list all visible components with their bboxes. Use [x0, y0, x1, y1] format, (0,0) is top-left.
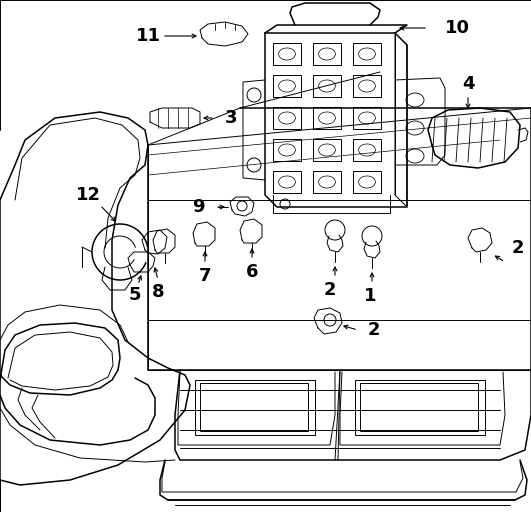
Text: 8: 8	[152, 283, 164, 301]
Bar	[313, 171, 341, 193]
Bar	[313, 43, 341, 65]
Text: 6: 6	[246, 263, 258, 281]
Text: 5: 5	[129, 286, 141, 304]
Bar	[313, 107, 341, 129]
Bar	[195, 380, 315, 435]
Text: 2: 2	[368, 321, 381, 339]
Text: 2: 2	[512, 239, 525, 257]
Bar	[273, 139, 301, 161]
Text: 7: 7	[199, 267, 211, 285]
Text: 2: 2	[324, 281, 336, 299]
Text: 4: 4	[462, 75, 474, 93]
Bar	[313, 139, 341, 161]
Bar	[353, 107, 381, 129]
Text: 12: 12	[75, 186, 100, 204]
Text: 3: 3	[225, 109, 237, 127]
Bar	[353, 43, 381, 65]
Bar	[360, 383, 478, 431]
Text: 10: 10	[445, 19, 470, 37]
Bar	[273, 75, 301, 97]
Bar	[273, 171, 301, 193]
Bar	[200, 383, 308, 431]
Bar	[313, 75, 341, 97]
Text: 9: 9	[193, 198, 205, 216]
Bar	[355, 380, 485, 435]
Text: 1: 1	[364, 287, 376, 305]
Bar	[353, 75, 381, 97]
Bar	[353, 171, 381, 193]
Text: 11: 11	[135, 27, 160, 45]
Bar	[273, 43, 301, 65]
Bar	[353, 139, 381, 161]
Bar	[273, 107, 301, 129]
